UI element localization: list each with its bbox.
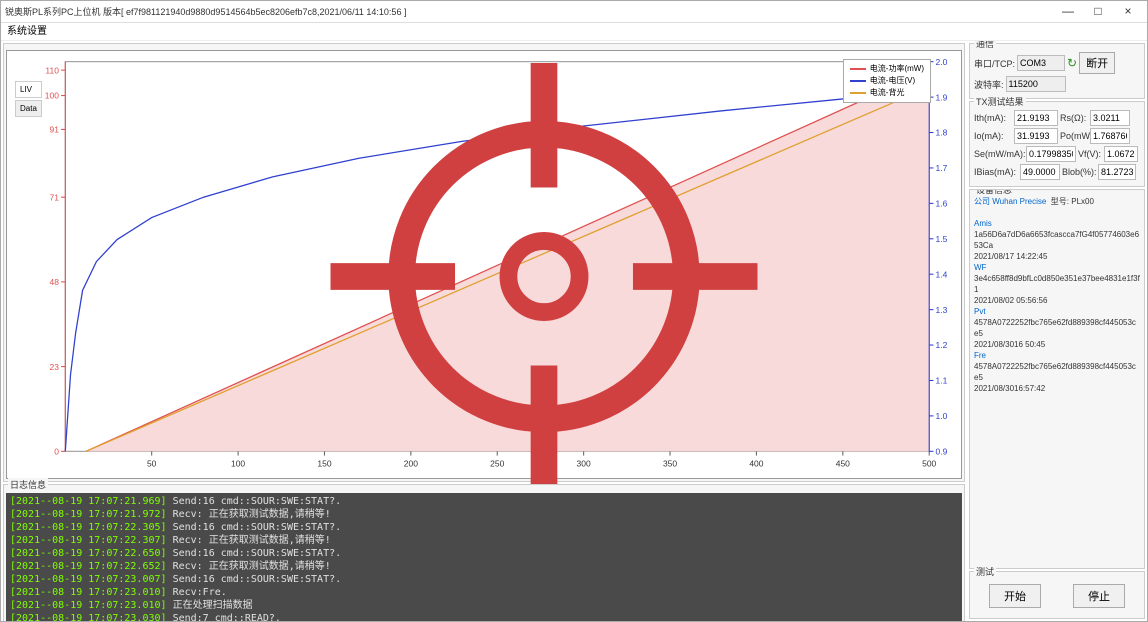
stop-button[interactable]: 停止 [1073,584,1125,608]
log-panel: 日志信息 [2021--08-19 17:07:21.969] Send:16 … [3,484,965,621]
svg-text:23: 23 [50,362,60,372]
window-title: 锐奥斯PL系列PC上位机 版本[ ef7f981121940d9880d9514… [5,5,1053,18]
disconnect-button[interactable]: 断开 [1079,52,1115,74]
dev-amis-label: Amis [974,219,992,228]
port-label: 串口/TCP: [974,57,1015,70]
start-button[interactable]: 开始 [989,584,1041,608]
se-value [1026,146,1076,162]
ibias-value [1020,164,1060,180]
dev-wf-label: WF [974,263,986,272]
dev-fre-label: Fre [974,351,986,360]
vf-value [1104,146,1138,162]
test-title: 测试 [974,565,996,578]
dev-wf-hash: 3e4c658ff8d9bfLc0d850e351e37bee4831e1f3f… [974,274,1140,294]
legend-light: 电流-背光 [870,87,905,99]
dev-fre-hash: 4578A0722252fbc765e62fd889398cf445053ce5 [974,362,1136,382]
company-label: 公司 [974,197,990,206]
chart-canvas[interactable]: LIV Data 5010015020025030035040045050002… [6,50,962,479]
menu-system-settings[interactable]: 系统设置 [7,26,47,37]
close-button[interactable]: × [1113,3,1143,21]
rs-label: Rs(Ω): [1060,113,1088,123]
left-pane: LIV Data 5010015020025030035040045050002… [1,41,967,621]
blob-value [1098,164,1136,180]
dev-amis-date: 2021/08/17 14:22:45 [974,252,1047,261]
blob-label: Blob(%): [1062,167,1096,177]
se-label: Se(mW/mA): [974,149,1024,159]
titlebar: 锐奥斯PL系列PC上位机 版本[ ef7f981121940d9880d9514… [1,1,1147,23]
tab-liv[interactable]: LIV [15,81,42,98]
baud-combo[interactable] [1006,76,1066,92]
po-value [1090,128,1130,144]
svg-text:91: 91 [50,125,60,135]
port-combo[interactable] [1017,55,1065,71]
dev-pvt-date: 2021/08/3016 50:45 [974,340,1045,349]
app-window: 锐奥斯PL系列PC上位机 版本[ ef7f981121940d9880d9514… [0,0,1148,622]
vf-label: Vf(V): [1078,149,1102,159]
ith-label: Ith(mA): [974,113,1012,123]
model-label: 型号: [1051,197,1069,206]
baud-label: 波特率: [974,78,1004,91]
svg-text:110: 110 [45,65,59,75]
result-title: TX测试结果 [974,95,1026,108]
dev-pvt-hash: 4578A0722252fbc765e62fd889398cf445053ce5 [974,318,1136,338]
dev-amis-hash: 1a56D6a7dD6a6653fcascca7fG4f05774603e653… [974,230,1139,250]
test-panel: 测试 开始 停止 [969,571,1145,619]
company-value: Wuhan Precise [992,197,1046,206]
comm-panel: 通信 串口/TCP: ↻ 断开 波特率: [969,43,1145,99]
dev-fre-date: 2021/08/3016:57:42 [974,384,1045,393]
maximize-button[interactable]: □ [1083,3,1113,21]
log-console[interactable]: [2021--08-19 17:07:21.969] Send:16 cmd::… [6,493,962,621]
body: LIV Data 5010015020025030035040045050002… [1,41,1147,621]
menubar: 系统设置 [1,23,1147,41]
io-label: Io(mA): [974,131,1012,141]
tab-data[interactable]: Data [15,100,42,117]
svg-text:48: 48 [50,277,60,287]
comm-title: 通信 [974,41,996,50]
svg-text:0: 0 [54,446,59,456]
log-title: 日志信息 [8,478,48,491]
legend-power: 电流-功率(mW) [870,63,924,75]
refresh-icon[interactable]: ↻ [1067,56,1077,70]
model-value: PLx00 [1071,197,1094,206]
po-label: Po(mW): [1060,131,1088,141]
rs-value [1090,110,1130,126]
device-panel: 设备信息 公司 Wuhan Precise 型号: PLx00 Amis 1a5… [969,189,1145,569]
chart-tabs: LIV Data [15,81,42,117]
device-title: 设备信息 [974,189,1014,196]
right-pane: 通信 串口/TCP: ↻ 断开 波特率: TX测试结果 Ith(mA): Rs(Ω… [967,41,1147,621]
ith-value [1014,110,1058,126]
dev-wf-date: 2021/08/02 05:56:56 [974,296,1047,305]
dev-pvt-label: Pvt [974,307,986,316]
legend-volt: 电流-电压(V) [870,75,915,87]
io-value [1014,128,1058,144]
ibias-label: IBias(mA): [974,167,1018,177]
svg-text:71: 71 [50,192,60,202]
chart-panel: LIV Data 5010015020025030035040045050002… [3,43,965,482]
chart-legend: 电流-功率(mW) 电流-电压(V) 电流-背光 [843,59,931,103]
svg-text:100: 100 [45,91,59,101]
result-panel: TX测试结果 Ith(mA):Rs(Ω): Io(mA):Po(mW): Se(… [969,101,1145,187]
minimize-button[interactable]: — [1053,3,1083,21]
crosshair-icon[interactable] [67,63,967,490]
